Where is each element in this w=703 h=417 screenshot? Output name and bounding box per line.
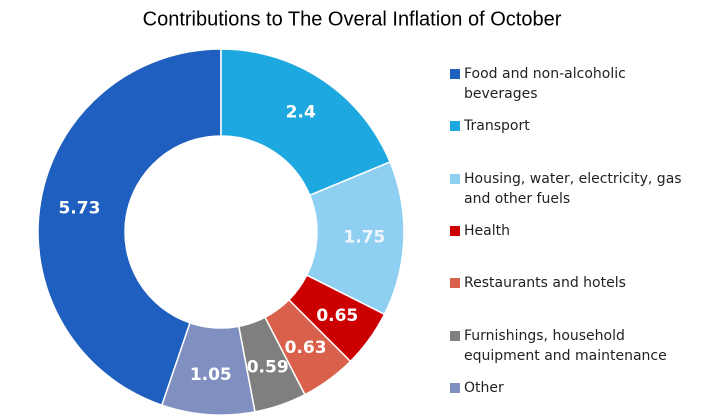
legend-item: Health bbox=[450, 221, 686, 241]
legend-label: Housing, water, electricity, gas and oth… bbox=[464, 171, 682, 207]
legend-swatch bbox=[450, 226, 460, 236]
legend-item: Food and non-alcoholic beverages bbox=[450, 64, 686, 104]
donut-slice bbox=[37, 48, 222, 407]
data-label: 5.73 bbox=[58, 199, 100, 219]
legend-label: Food and non-alcoholic beverages bbox=[464, 66, 626, 102]
legend-label: Health bbox=[464, 223, 510, 239]
legend-label: Other bbox=[464, 380, 504, 396]
legend-label: Furnishings, household equipment and mai… bbox=[464, 328, 667, 364]
legend-label: Transport bbox=[464, 118, 530, 134]
legend-item: Transport bbox=[450, 116, 686, 136]
legend-swatch bbox=[450, 121, 460, 131]
legend-item: Housing, water, electricity, gas and oth… bbox=[450, 169, 686, 209]
legend-swatch bbox=[450, 383, 460, 393]
legend-swatch bbox=[450, 278, 460, 288]
legend-item: Restaurants and hotels bbox=[450, 273, 686, 293]
chart-title: Contributions to The Overal Inflation of… bbox=[143, 8, 562, 30]
data-label: 2.4 bbox=[286, 103, 316, 123]
legend-label: Restaurants and hotels bbox=[464, 275, 626, 291]
legend-swatch bbox=[450, 174, 460, 184]
data-label: 1.05 bbox=[190, 365, 232, 385]
legend-swatch bbox=[450, 69, 460, 79]
legend-item: Furnishings, household equipment and mai… bbox=[450, 326, 686, 366]
legend-item: Other bbox=[450, 378, 686, 398]
donut-slice bbox=[160, 321, 256, 416]
data-label: 0.65 bbox=[316, 306, 358, 326]
donut-slice bbox=[220, 48, 392, 197]
data-label: 0.63 bbox=[285, 338, 327, 358]
legend-swatch bbox=[450, 331, 460, 341]
data-label: 1.75 bbox=[343, 227, 385, 247]
data-label: 0.59 bbox=[247, 358, 289, 378]
